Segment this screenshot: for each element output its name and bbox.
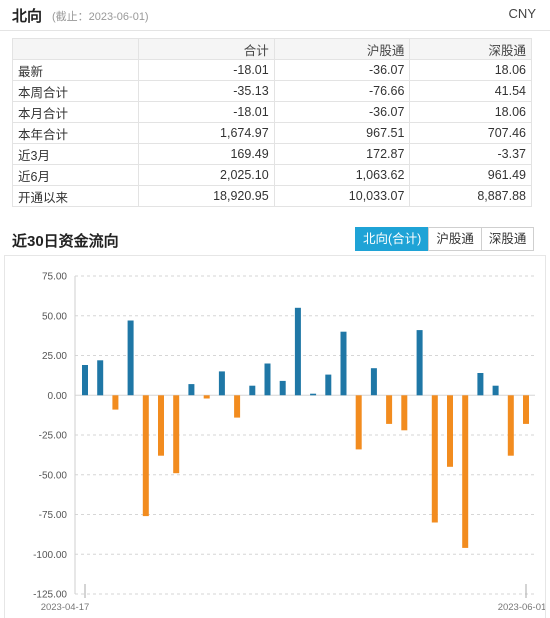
row-label: 近3月 [12,143,139,165]
y-tick-label: 25.00 [42,351,67,362]
flow-bar[interactable] [462,395,469,548]
header-total: 合计 [138,38,275,60]
row-value: 961.49 [409,164,532,186]
flow-bar[interactable] [234,395,241,418]
summary-row: 近6月 2,025.10 1,063.62 961.49 [12,164,532,186]
summary-row: 开通以来 18,920.95 10,033.07 8,887.88 [12,185,532,207]
row-value: 967.51 [273,122,411,144]
flow-bar[interactable] [142,395,149,517]
flow-bar[interactable] [492,385,499,396]
summary-row: 本周合计 -35.13 -76.66 41.54 [12,80,532,102]
x-date-label: 2023-04-17 [41,602,90,613]
row-value: -36.07 [273,101,411,123]
page-title: 北向 [12,8,43,25]
flow-bar[interactable] [188,384,195,396]
flow-bar[interactable] [249,385,256,396]
row-value: 18,920.95 [138,185,275,207]
y-tick-label: 50.00 [42,311,67,322]
tab-shenzhen-connect[interactable]: 深股通 [480,227,535,251]
row-value: 2,025.10 [138,164,275,186]
row-label: 近6月 [12,164,139,186]
page-header: 北向 (截止：2023-06-01) CNY [0,0,550,31]
summary-row: 本年合计 1,674.97 967.51 707.46 [12,122,532,144]
currency-label: CNY [508,6,536,21]
summary-row: 最新 -18.01 -36.07 18.06 [12,59,532,81]
summary-row: 近3月 169.49 172.87 -3.37 [12,143,532,165]
flow-bar[interactable] [158,395,164,456]
flow-bar[interactable] [447,395,453,467]
header-empty [12,38,139,60]
flow-bar[interactable] [355,395,362,450]
flow-bar[interactable] [340,331,347,396]
flow-bar[interactable] [97,360,104,396]
flow-bar[interactable] [386,395,393,424]
y-tick-label: -50.00 [39,470,68,481]
flow-bar[interactable] [218,371,225,396]
flow-bar[interactable] [264,363,271,396]
flow-bar[interactable] [112,395,119,410]
row-label: 开通以来 [12,185,139,207]
row-value: -18.01 [138,59,275,81]
as-of-date: (截止：2023-06-01) [52,11,149,23]
row-value: 169.49 [138,143,275,165]
y-tick-label: -25.00 [39,431,68,442]
y-tick-label: -75.00 [39,510,68,521]
flow-bar[interactable] [416,330,423,396]
flow-section-title: 近30日资金流向 [12,233,119,250]
flow-bar[interactable] [173,395,180,474]
y-tick-label: -100.00 [33,550,67,561]
summary-row: 本月合计 -18.01 -36.07 18.06 [12,101,532,123]
flow-tabs: 北向(合计) 沪股通 深股通 [355,227,535,251]
row-value: -18.01 [138,101,275,123]
row-value: 18.06 [409,59,532,81]
y-tick-label: 75.00 [42,272,67,283]
tab-shanghai-connect[interactable]: 沪股通 [428,227,482,251]
flow-bar[interactable] [294,307,301,396]
row-value: 707.46 [409,122,532,144]
flow-bar[interactable] [279,380,286,396]
row-value: 1,063.62 [273,164,411,186]
row-value: -35.13 [138,80,275,102]
row-value: 18.06 [409,101,532,123]
x-date-label: 2023-06-01 [498,602,545,613]
flow-bar[interactable] [523,395,529,424]
row-value: -36.07 [273,59,411,81]
flow-bar[interactable] [477,373,484,396]
flow-bar[interactable] [310,393,317,396]
row-label: 最新 [12,59,139,81]
flow-bar[interactable] [203,395,210,399]
tab-northbound-total[interactable]: 北向(合计) [355,227,430,251]
flow-bar[interactable] [370,368,377,396]
flow-bar[interactable] [127,320,134,396]
flow-bar-chart: 75.00 50.00 25.00 0.00 -25.00 -50.00 -75.00 -10… [33,272,545,614]
flow-bar[interactable] [431,395,438,523]
flow-bar[interactable] [82,365,88,396]
flow-bar[interactable] [401,395,408,431]
header-sh: 沪股通 [273,38,411,60]
row-label: 本年合计 [12,122,139,144]
row-value: -3.37 [409,143,532,165]
row-value: -76.66 [273,80,411,102]
flow-bar[interactable] [325,374,332,396]
summary-header-row: 合计 沪股通 深股通 [12,38,532,60]
row-value: 172.87 [273,143,411,165]
summary-table: 合计 沪股通 深股通 最新 -18.01 -36.07 18.06 本周合计 -35.13… [12,38,532,207]
flow-bar[interactable] [507,395,514,456]
row-value: 8,887.88 [409,185,532,207]
header-sz: 深股通 [409,38,532,60]
row-value: 1,674.97 [138,122,275,144]
flow-chart-container: 75.00 50.00 25.00 0.00 -25.00 -50.00 -75.00 -10… [4,255,546,618]
row-value: 10,033.07 [273,185,411,207]
row-label: 本周合计 [12,80,139,102]
row-label: 本月合计 [12,101,139,123]
y-tick-label: 0.00 [48,391,68,402]
row-value: 41.54 [409,80,532,102]
y-tick-label: -125.00 [33,590,67,601]
